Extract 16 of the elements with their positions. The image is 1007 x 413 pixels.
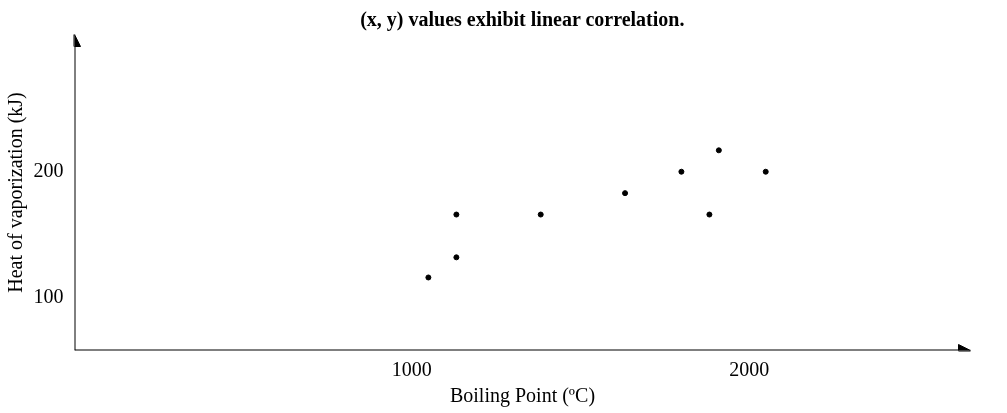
point (706, 211, 713, 218)
point (622, 190, 629, 197)
point (425, 274, 432, 281)
point (537, 211, 544, 218)
point (453, 211, 460, 218)
chart-title: (x, y) values exhibit linear correlation. (360, 7, 685, 31)
point (453, 254, 460, 261)
y-tick-label: 200 (33, 159, 64, 182)
y-axis-title: Heat of vaporization (kJ) (3, 92, 27, 293)
point (715, 147, 722, 154)
point (678, 168, 685, 175)
y-tick-label: 100 (33, 285, 64, 308)
point (762, 168, 769, 175)
x-axis-title: Boiling Point (ºC) (449, 383, 596, 407)
x-tick-label: 2000 (729, 357, 770, 380)
x-tick-label: 1000 (391, 357, 432, 380)
